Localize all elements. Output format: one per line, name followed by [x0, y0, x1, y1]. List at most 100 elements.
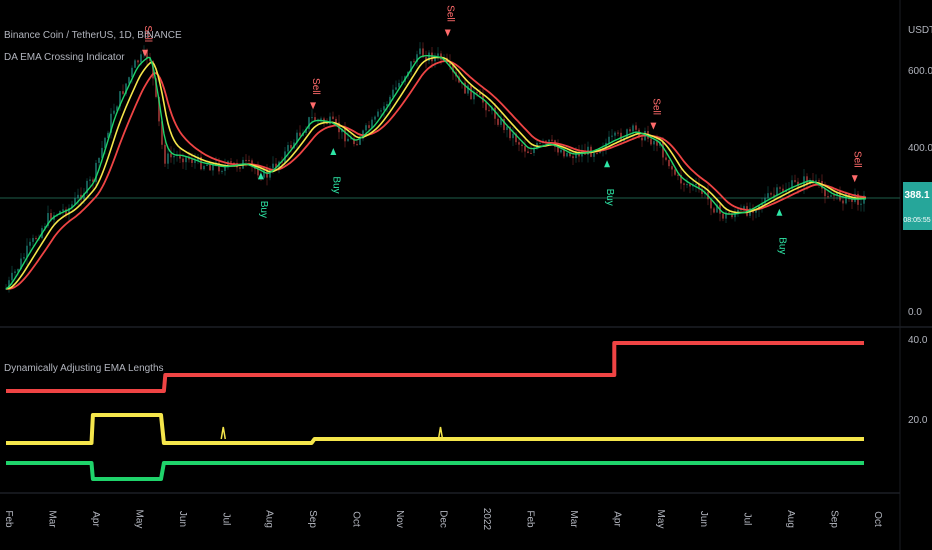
candle: [860, 199, 862, 212]
candle: [95, 160, 97, 187]
candle: [203, 164, 205, 171]
candle: [503, 116, 505, 134]
candle: [167, 146, 169, 169]
sell-label: Sell: [310, 78, 321, 95]
candle: [164, 140, 166, 168]
time-tick: Sep: [829, 510, 840, 528]
time-axis[interactable]: Feb Mar Apr May Jun Jul Aug Sep Oct Nov Dec 2022 Feb…: [3, 508, 883, 531]
candle: [134, 59, 136, 68]
buy-arrow-icon: [257, 172, 264, 180]
candle: [116, 105, 118, 111]
candle: [398, 79, 400, 90]
time-tick: Dec: [438, 510, 449, 528]
candle: [566, 152, 568, 158]
candle: [761, 197, 763, 213]
candle: [842, 198, 844, 211]
candle: [74, 192, 76, 206]
sell-signal: Sell: [650, 98, 661, 130]
last-price-badge: [903, 182, 932, 230]
candle: [740, 204, 742, 211]
candle: [683, 182, 685, 192]
candle: [485, 100, 487, 118]
buy-arrow-icon: [330, 148, 337, 156]
time-tick: Jun: [698, 511, 709, 527]
candle: [26, 238, 28, 265]
candle: [329, 112, 331, 128]
price-axis[interactable]: USDT 600.0 400.0 0.0 388.1 08:05:55: [903, 25, 932, 318]
candle: [851, 198, 853, 210]
candle: [701, 187, 703, 198]
candle: [413, 58, 415, 63]
bar-countdown: 08:05:55: [903, 217, 930, 224]
candle: [419, 42, 421, 58]
sell-label: Sell: [650, 98, 661, 115]
price-tick: 400.0: [908, 143, 932, 154]
candle: [428, 50, 430, 64]
candle: [371, 116, 373, 129]
symbol-title: Binance Coin / TetherUS, 1D, BINANCE: [4, 30, 182, 41]
time-tick: Aug: [264, 510, 275, 528]
sell-arrow-icon: [851, 175, 858, 183]
candle: [374, 115, 376, 123]
length-axis[interactable]: 40.0 20.0: [908, 335, 928, 426]
candle: [809, 178, 811, 186]
candle: [23, 253, 25, 260]
buy-signal: Buy: [257, 172, 269, 218]
candle: [89, 176, 91, 187]
candle: [470, 85, 472, 100]
candle: [122, 84, 124, 96]
candle: [410, 61, 412, 76]
candle: [734, 208, 736, 222]
candle: [119, 91, 121, 111]
candle: [170, 146, 172, 163]
buy-label: Buy: [258, 201, 269, 218]
candle: [725, 207, 727, 223]
candle: [611, 129, 613, 143]
sell-label: Sell: [852, 151, 863, 168]
time-tick: Sep: [307, 510, 318, 528]
time-tick: Apr: [90, 511, 101, 527]
candle: [863, 190, 865, 212]
time-tick: May: [655, 510, 666, 529]
candle: [113, 103, 115, 116]
candle: [551, 134, 553, 143]
sell-arrow-icon: [650, 122, 657, 130]
candle: [314, 112, 316, 122]
buy-signal: Buy: [330, 148, 341, 194]
candle: [605, 138, 607, 155]
candle: [653, 137, 655, 151]
candle: [296, 129, 298, 150]
candle: [8, 276, 10, 293]
candle: [512, 127, 514, 147]
candle: [530, 145, 532, 154]
ema-length-fast-line: [6, 461, 864, 481]
buy-arrow-icon: [776, 208, 783, 216]
last-price-value: 388.1: [904, 190, 929, 201]
candle: [467, 84, 469, 96]
candle: [365, 123, 367, 135]
time-tick: Oct: [351, 511, 362, 527]
candle: [422, 42, 424, 58]
candle: [383, 102, 385, 118]
candle: [347, 131, 349, 142]
candle: [686, 177, 688, 189]
time-tick: May: [133, 510, 144, 529]
candle: [239, 166, 241, 172]
price-tick: 0.0: [908, 307, 922, 318]
candle: [635, 122, 637, 136]
ema-length-mid-line: [6, 413, 864, 445]
candle: [200, 151, 202, 171]
sell-arrow-icon: [142, 49, 149, 57]
time-tick: Feb: [524, 510, 535, 528]
time-tick: 2022: [481, 508, 492, 531]
time-tick: Nov: [394, 510, 405, 528]
candle: [107, 130, 109, 139]
time-tick: Aug: [785, 510, 796, 528]
candle: [713, 207, 715, 214]
candle: [437, 47, 439, 61]
candle: [491, 105, 493, 115]
candle: [368, 120, 370, 136]
candle: [311, 109, 313, 124]
